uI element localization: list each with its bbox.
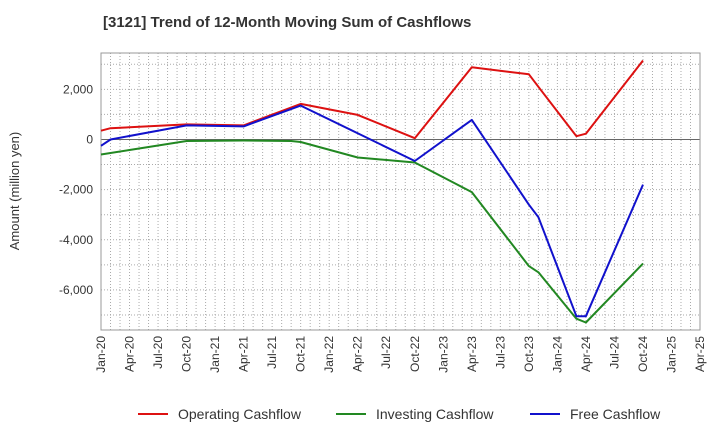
x-tick-label: Jul-23 [493, 336, 507, 369]
y-axis-ticks: 2,000 0 -2,000 -4,000 -6,000 [59, 82, 93, 297]
y-tick-label: -4,000 [59, 233, 93, 247]
legend: Operating Cashflow Investing Cashflow Free… [138, 406, 661, 422]
x-tick-label: Oct-23 [522, 336, 536, 372]
x-tick-label: Jan-23 [436, 336, 450, 373]
x-tick-label: Oct-22 [408, 336, 422, 372]
x-tick-label: Jan-25 [665, 336, 679, 373]
series-layer [100, 59, 644, 324]
series-line-operating-cashflow [100, 59, 644, 140]
legend-item-operating-cashflow-label: Operating Cashflow [178, 406, 302, 422]
x-tick-label: Jul-21 [265, 336, 279, 369]
legend-item-investing-cashflow-label: Investing Cashflow [376, 406, 494, 422]
series-line-free-cashflow [100, 104, 644, 318]
x-tick-label: Jan-22 [322, 336, 336, 373]
x-tick-label: Jul-20 [151, 336, 165, 369]
y-tick-label: -6,000 [59, 283, 93, 297]
x-tick-label: Jan-20 [94, 336, 108, 373]
x-tick-label: Jan-24 [550, 336, 564, 373]
x-tick-label: Apr-20 [123, 336, 137, 372]
x-tick-label: Apr-24 [579, 336, 593, 372]
x-tick-label: Jan-21 [208, 336, 222, 373]
plot-area-frame [100, 52, 701, 331]
x-tick-label: Apr-25 [693, 336, 707, 372]
y-tick-label: 2,000 [63, 82, 93, 96]
x-tick-label: Apr-22 [351, 336, 365, 372]
legend-item-free-cashflow-label: Free Cashflow [570, 406, 661, 422]
chart-title: [3121] Trend of 12-Month Moving Sum of C… [103, 14, 472, 31]
series-line-investing-cashflow [100, 139, 644, 324]
x-tick-label: Apr-21 [237, 336, 251, 372]
x-tick-label: Oct-24 [636, 336, 650, 372]
grid-layer [101, 53, 700, 330]
x-tick-label: Apr-23 [465, 336, 479, 372]
y-axis-label: Amount (million yen) [7, 132, 22, 251]
x-axis-ticks: Jan-20 Apr-20 Jul-20 Oct-20 Jan-21 Apr-21 Jul-… [94, 336, 707, 373]
x-tick-label: Oct-20 [180, 336, 194, 372]
x-tick-label: Jul-24 [607, 336, 621, 369]
y-tick-label: 0 [86, 132, 93, 146]
x-tick-label: Oct-21 [294, 336, 308, 372]
y-tick-label: -2,000 [59, 183, 93, 197]
x-tick-label: Jul-22 [379, 336, 393, 369]
